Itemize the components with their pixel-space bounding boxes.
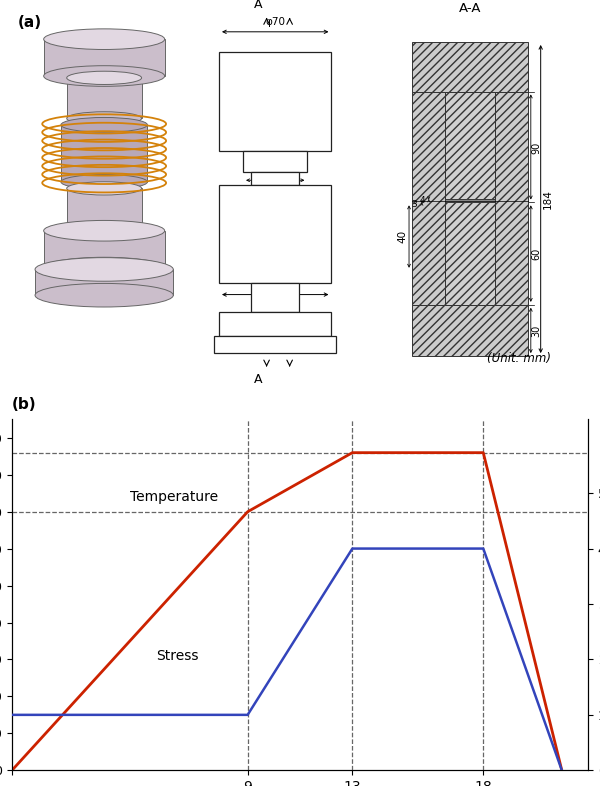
Text: 4: 4 (419, 196, 425, 205)
Ellipse shape (44, 257, 164, 278)
Ellipse shape (35, 284, 173, 307)
Text: A: A (254, 373, 262, 386)
Text: 3: 3 (412, 200, 417, 208)
Text: 40: 40 (397, 230, 407, 243)
Bar (412, 305, 527, 356)
Ellipse shape (67, 182, 142, 195)
Bar (219, 311, 331, 336)
Text: φ40: φ40 (272, 184, 290, 193)
Bar (35, 270, 173, 296)
Bar (445, 199, 494, 203)
Bar (412, 42, 527, 91)
Bar (67, 189, 142, 229)
Ellipse shape (61, 117, 148, 132)
Ellipse shape (67, 222, 142, 236)
Text: Temperature: Temperature (130, 490, 218, 504)
Ellipse shape (61, 174, 148, 189)
Text: 184: 184 (542, 189, 553, 209)
Text: φ30: φ30 (274, 196, 293, 206)
Bar (219, 53, 331, 151)
Text: 60: 60 (532, 248, 542, 259)
Bar (494, 91, 527, 305)
Text: (b): (b) (12, 398, 37, 413)
Bar (251, 283, 299, 311)
Ellipse shape (67, 72, 142, 84)
Text: 90: 90 (532, 141, 542, 154)
Text: φ70: φ70 (265, 299, 285, 310)
Bar (251, 171, 299, 185)
Bar (243, 151, 307, 171)
Bar (61, 125, 148, 182)
Bar (412, 91, 445, 305)
Text: (Unit: mm): (Unit: mm) (487, 352, 551, 365)
Text: Stress: Stress (156, 648, 199, 663)
Bar (214, 336, 336, 353)
Bar (44, 39, 164, 76)
Text: (a): (a) (18, 15, 42, 30)
Bar (67, 78, 142, 119)
Bar (445, 91, 494, 199)
Ellipse shape (44, 29, 164, 50)
Bar (44, 231, 164, 267)
Bar (445, 203, 494, 305)
Text: A: A (254, 0, 262, 11)
Text: A-A: A-A (458, 2, 481, 15)
Ellipse shape (67, 112, 142, 125)
Ellipse shape (44, 220, 164, 241)
Text: φ70: φ70 (265, 17, 285, 27)
Text: 30: 30 (532, 325, 542, 336)
Ellipse shape (35, 258, 173, 281)
Ellipse shape (44, 66, 164, 86)
Bar (219, 185, 331, 283)
